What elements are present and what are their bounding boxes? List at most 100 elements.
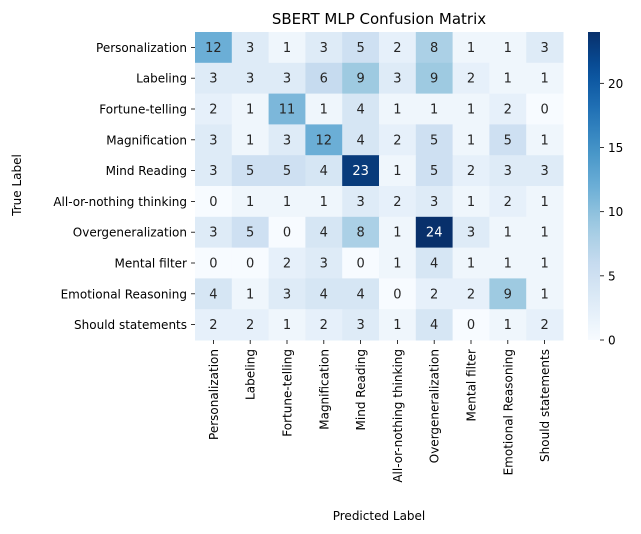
heatmap-cell [231, 32, 270, 64]
y-tick-label: Labeling [136, 72, 187, 86]
cell-value-label: 11 [279, 103, 296, 118]
heatmap-cell [342, 155, 380, 187]
cell-value-label: 1 [283, 41, 291, 56]
cell-value-label: 4 [356, 103, 364, 118]
cell-value-label: 1 [246, 287, 254, 302]
x-tick-label: Fortune-telling [281, 349, 295, 437]
heatmap-cell [305, 186, 343, 218]
heatmap-cell [452, 62, 490, 95]
x-tick-label: Mind Reading [354, 349, 368, 430]
heatmap-cell [342, 216, 380, 249]
heatmap-cell [305, 62, 343, 95]
colorbar-tick-label: 20 [608, 77, 623, 91]
heatmap-cell [195, 247, 233, 279]
cell-value-label: 1 [283, 318, 291, 333]
x-tick-label: Personalization [207, 349, 221, 440]
cell-value-label: 1 [540, 257, 548, 272]
cell-value-label: 1 [504, 318, 512, 333]
heatmap-cell [452, 216, 490, 249]
heatmap-cell [452, 155, 490, 187]
heatmap-cell [452, 278, 490, 310]
y-tick-label: Should statements [74, 318, 187, 332]
heatmap-cell [526, 32, 564, 64]
heatmap-cell [231, 216, 270, 249]
heatmap-cell [268, 186, 306, 218]
heatmap-cell [268, 32, 306, 64]
cell-value-label: 3 [209, 164, 217, 179]
cell-value-label: 5 [430, 133, 438, 148]
heatmap-cell [195, 216, 233, 249]
cell-value-label: 4 [356, 287, 364, 302]
cell-value-label: 0 [209, 257, 217, 272]
cell-value-label: 1 [540, 195, 548, 210]
cell-value-label: 2 [209, 103, 217, 118]
heatmap-cell [195, 62, 233, 95]
cell-value-label: 3 [246, 72, 254, 87]
heatmap-cell [268, 247, 306, 279]
heatmap-cell [305, 124, 343, 156]
colorbar [588, 32, 600, 340]
heatmap-cell [452, 93, 490, 125]
cell-value-label: 4 [320, 164, 328, 179]
heatmap-cell [379, 62, 417, 95]
y-axis-ticks: Personalization Labeling Fortune-telling Ma… [53, 41, 195, 332]
cell-value-label: 1 [393, 103, 401, 118]
cell-value-label: 2 [393, 133, 401, 148]
colorbar-tick-label: 0 [608, 334, 616, 348]
cell-value-label: 1 [393, 164, 401, 179]
colorbar-tick-label: 10 [608, 205, 623, 219]
heatmap-cell [526, 124, 564, 156]
cell-value-label: 0 [540, 103, 548, 118]
cell-value-label: 0 [393, 287, 401, 302]
cell-value-label: 1 [467, 41, 475, 56]
heatmap-cell [489, 186, 527, 218]
cell-value-label: 3 [540, 164, 548, 179]
x-tick-label: Emotional Reasoning [501, 349, 515, 475]
heatmap-cell [342, 62, 380, 95]
heatmap-cell [268, 278, 306, 310]
heatmap-cell [489, 155, 527, 187]
heatmap-cell [379, 32, 417, 64]
heatmap-cell [489, 124, 527, 156]
heatmap-cell [195, 124, 233, 156]
cell-value-label: 0 [209, 195, 217, 210]
heatmap-cell [195, 309, 233, 341]
cell-value-label: 5 [246, 164, 254, 179]
cell-value-label: 1 [540, 72, 548, 87]
heatmap-cell [415, 186, 454, 218]
cell-value-label: 1 [320, 103, 328, 118]
heatmap-cell [231, 93, 270, 125]
x-tick-label: Mental filter [465, 349, 479, 422]
heatmap-cell [379, 155, 417, 187]
y-tick-label: Fortune-telling [99, 103, 187, 117]
heatmap-cell [342, 32, 380, 64]
cell-value-label: 5 [356, 41, 364, 56]
colorbar-tick-label: 5 [608, 269, 616, 283]
y-tick-label: All-or-nothing thinking [53, 195, 187, 209]
cell-value-label: 1 [393, 318, 401, 333]
cell-value-label: 3 [283, 133, 291, 148]
heatmap-cell [415, 155, 454, 187]
cell-value-label: 2 [393, 195, 401, 210]
cell-value-label: 4 [320, 226, 328, 241]
cell-value-label: 1 [467, 103, 475, 118]
heatmap-cell [305, 93, 343, 125]
heatmap-cell [342, 278, 380, 310]
y-tick-label: Mind Reading [106, 164, 187, 178]
heatmap-cell [452, 124, 490, 156]
y-tick-label: Emotional Reasoning [61, 287, 187, 301]
cell-value-label: 1 [540, 226, 548, 241]
cell-value-label: 2 [209, 318, 217, 333]
cell-value-label: 3 [209, 133, 217, 148]
heatmap-cell [489, 247, 527, 279]
cell-value-label: 1 [393, 257, 401, 272]
heatmap-cell [342, 124, 380, 156]
heatmap-cell [526, 247, 564, 279]
cell-value-label: 3 [356, 318, 364, 333]
heatmap-cell [305, 247, 343, 279]
x-axis-label: Predicted Label [333, 509, 426, 523]
cell-value-label: 8 [356, 226, 364, 241]
heatmap-cell [268, 93, 306, 125]
heatmap-cell [526, 62, 564, 95]
heatmap-cell [415, 216, 454, 249]
